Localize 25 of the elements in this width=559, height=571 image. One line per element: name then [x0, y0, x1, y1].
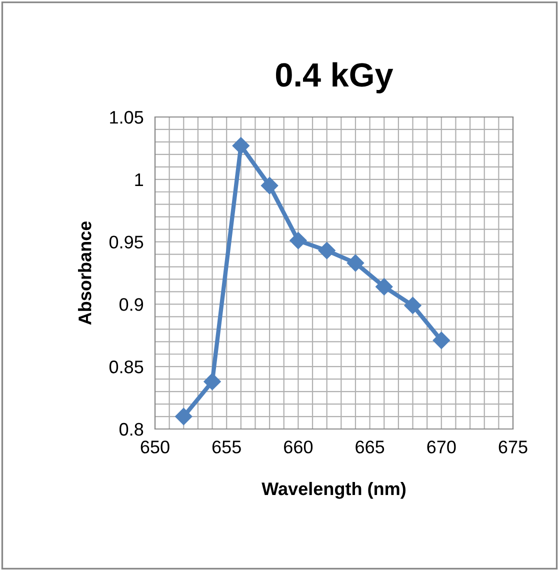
- x-tick-label: 675: [498, 440, 528, 454]
- point: [376, 278, 393, 296]
- point: [175, 408, 192, 426]
- y-tick-label: 0.8: [119, 422, 144, 436]
- y-tick-label: 0.9: [119, 298, 144, 311]
- point: [232, 137, 250, 154]
- y-tick-label: 0.95: [109, 236, 144, 249]
- x-tick-label: 655: [212, 440, 241, 454]
- x-tick-label: 650: [140, 440, 170, 454]
- point: [318, 242, 336, 260]
- y-axis-title: Absorbance: [78, 221, 92, 325]
- y-tick-label: 1: [135, 174, 144, 186]
- x-tick-label: 670: [427, 440, 456, 454]
- point: [204, 373, 221, 390]
- x-tick-label: 660: [284, 440, 313, 454]
- point: [290, 232, 307, 250]
- point: [261, 177, 278, 194]
- point: [432, 332, 450, 349]
- x-axis-title: Wavelength (nm): [262, 482, 406, 499]
- y-tick-label: 1.05: [110, 110, 144, 124]
- point: [404, 296, 422, 314]
- chart-title: 0.4 kGy: [276, 62, 394, 94]
- y-tick-label: 0.85: [109, 360, 144, 374]
- point: [346, 254, 364, 272]
- x-tick-label: 665: [356, 440, 384, 454]
